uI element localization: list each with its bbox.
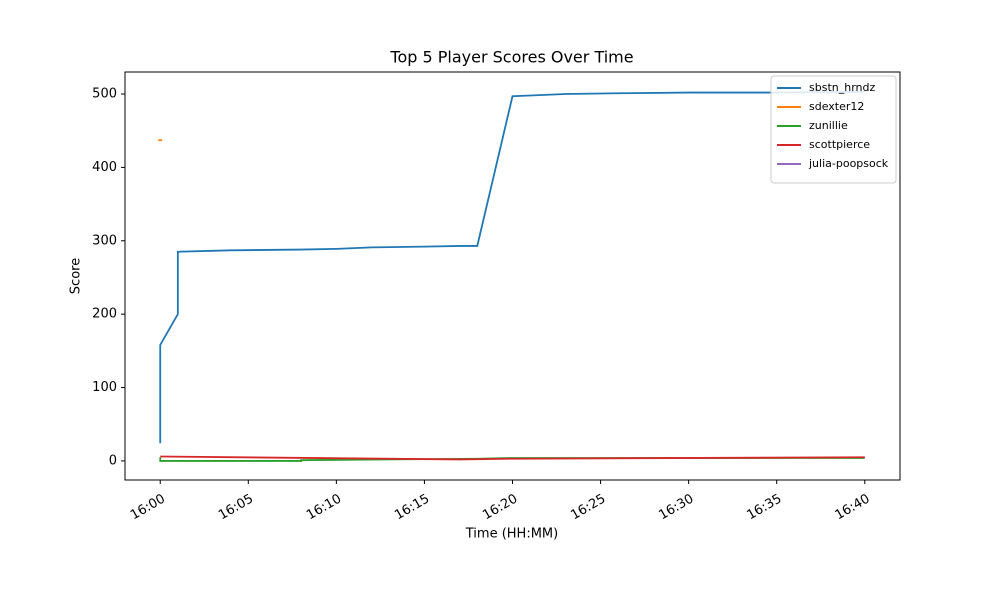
y-axis-label: Score	[69, 258, 84, 294]
legend-label: zunillie	[809, 119, 848, 132]
x-tick-label: 16:10	[304, 492, 344, 524]
series-line	[160, 455, 865, 461]
plot-frame	[124, 71, 901, 481]
chart-title: Top 5 Player Scores Over Time	[389, 48, 633, 67]
legend-label: scottpierce	[809, 138, 870, 151]
x-tick-label: 16:20	[480, 492, 520, 524]
y-tick-label: 400	[92, 160, 117, 175]
x-tick-label: 16:30	[656, 492, 696, 524]
legend-label: sdexter12	[809, 100, 864, 113]
legend-box	[770, 75, 897, 184]
x-tick-label: 16:15	[392, 492, 432, 524]
y-tick-label: 500	[92, 87, 117, 102]
y-tick-label: 100	[92, 380, 117, 395]
series-line	[159, 90, 865, 444]
x-tick-label: 16:25	[568, 492, 608, 524]
y-tick-label: 300	[92, 233, 117, 248]
x-tick-label: 16:35	[745, 492, 785, 524]
y-tick-label: 0	[109, 453, 117, 468]
legend-label: sbstn_hrndz	[809, 81, 875, 94]
x-tick-label: 16:00	[128, 492, 168, 524]
legend-label: julia-poopsock	[808, 157, 889, 170]
x-tick-label: 16:05	[216, 492, 256, 524]
x-tick-label: 16:40	[833, 492, 873, 524]
y-tick-label: 200	[92, 307, 117, 322]
x-axis-label: Time (HH:MM)	[465, 527, 558, 542]
